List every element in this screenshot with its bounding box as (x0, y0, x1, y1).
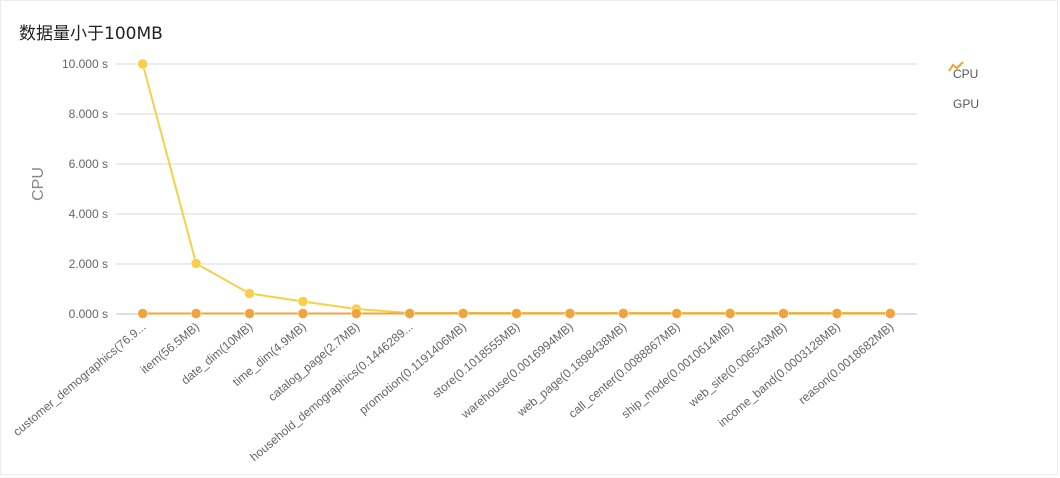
chart-title: 数据量小于100MB (19, 24, 163, 44)
data-point[interactable] (244, 288, 255, 299)
y-tick-label: 6.000 s (69, 157, 108, 171)
x-tick-label: customer_demographics(76.9... (10, 320, 148, 439)
data-point[interactable] (457, 308, 469, 319)
data-point[interactable] (297, 296, 309, 307)
legend-label: GPU (953, 97, 980, 111)
y-tick-label: 10.000 s (62, 57, 108, 71)
data-point[interactable] (351, 308, 362, 319)
y-tick-label: 2.000 s (69, 257, 108, 271)
line-chart-icon (948, 61, 964, 72)
x-tick-label: promotion(0.1191406MB) (356, 320, 469, 418)
x-tick-label: reason(0.0018682MB) (796, 320, 896, 407)
y-tick-label: 8.000 s (69, 107, 108, 121)
y-axis-ticks: 0.000 s 2.000 s 4.000 s 6.000 s 8.000 s 10.00… (62, 57, 108, 321)
data-point[interactable] (297, 308, 309, 319)
y-axis-label: CPU (30, 167, 47, 201)
data-point[interactable] (671, 308, 682, 319)
series-line (141, 63, 891, 314)
series-gpu (137, 308, 896, 319)
data-point[interactable] (137, 308, 148, 319)
series-cpu (137, 58, 896, 319)
data-point[interactable] (511, 308, 522, 319)
data-point[interactable] (137, 58, 148, 70)
data-point[interactable] (618, 308, 629, 319)
data-point[interactable] (831, 308, 843, 319)
data-point[interactable] (724, 308, 736, 319)
data-point[interactable] (190, 258, 202, 269)
data-point[interactable] (244, 308, 255, 319)
y-tick-label: 0.000 s (69, 307, 108, 321)
data-point[interactable] (778, 308, 789, 319)
legend-label: CPU (953, 67, 979, 81)
y-tick-label: 4.000 s (69, 207, 108, 221)
data-point[interactable] (404, 308, 415, 319)
x-tick-label: catalog_page(2.7MB) (265, 320, 362, 404)
x-tick-label: web_site(0.006543MB) (685, 320, 789, 411)
legend-item-gpu[interactable]: GPU (947, 61, 980, 119)
data-point[interactable] (190, 308, 202, 319)
series-layer (137, 58, 896, 319)
grid-lines (116, 63, 917, 315)
data-point[interactable] (885, 308, 896, 319)
data-point[interactable] (564, 308, 576, 319)
x-tick-label: store(0.1018555MB) (430, 320, 523, 401)
legend: CPU GPU (947, 59, 979, 119)
x-axis-ticks: customer_demographics(76.9...item(56.5MB… (10, 314, 896, 464)
